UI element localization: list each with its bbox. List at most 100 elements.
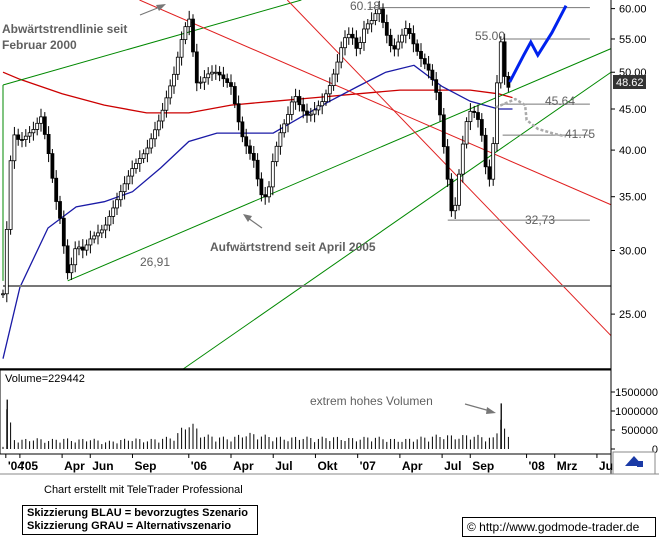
price-candle xyxy=(350,33,355,39)
red-trend-line-0 xyxy=(139,0,612,206)
axes: 60.0055.0050.0045.0040.0035.0030.0025.00… xyxy=(5,4,658,473)
time-tick-label: '08 xyxy=(529,459,546,473)
price-candle xyxy=(301,104,306,112)
price-candle xyxy=(419,50,423,59)
time-tick-label: Jun xyxy=(92,459,113,473)
volume-bars xyxy=(2,399,509,449)
source-link[interactable]: © http://www.godmode-trader.de xyxy=(462,517,656,537)
price-label-26-91: 26,91 xyxy=(140,255,170,269)
price-candle xyxy=(267,186,271,198)
price-candle xyxy=(415,43,420,52)
preferred-scenario-blue xyxy=(508,5,568,83)
scroll-nav-widget[interactable] xyxy=(612,451,656,475)
time-tick-label: Jul xyxy=(275,459,292,473)
price-candle xyxy=(293,96,298,103)
price-tick-label: 60.00 xyxy=(619,4,647,16)
annotations: 60.18 55.00 45.64 41.75 32,73 26,91 Abwä… xyxy=(2,0,595,414)
price-candle xyxy=(445,146,450,180)
price-candle xyxy=(396,41,401,50)
price-candle xyxy=(282,123,287,134)
green-trend-line-2 xyxy=(181,71,612,371)
price-candle xyxy=(73,248,78,266)
price-tick-label: 45.00 xyxy=(619,104,647,116)
price-candle xyxy=(54,177,59,202)
price-candle xyxy=(160,109,165,122)
price-candle xyxy=(244,136,249,147)
price-candle xyxy=(468,110,473,123)
price-candle xyxy=(305,110,309,116)
price-candle xyxy=(225,78,230,83)
price-candle xyxy=(240,121,245,138)
price-candle xyxy=(194,51,199,84)
price-candle xyxy=(377,8,382,15)
price-candle xyxy=(259,178,264,196)
price-candle xyxy=(479,119,484,136)
price-candle xyxy=(430,69,435,81)
price-candle xyxy=(96,232,100,237)
price-candle xyxy=(39,116,43,124)
alternative-scenario-grey xyxy=(495,97,567,138)
time-tick-label: Mrz xyxy=(557,459,578,473)
price-candle xyxy=(20,139,24,141)
green-trend-line-1 xyxy=(67,48,612,282)
chart-credit: Chart erstellt mit TeleTrader Profession… xyxy=(44,484,243,496)
time-tick-label: '04 xyxy=(8,459,25,473)
price-candle xyxy=(229,82,233,87)
price-candle xyxy=(335,61,340,75)
time-tick-label: '07 xyxy=(360,459,377,473)
price-candle xyxy=(61,217,66,247)
price-candle xyxy=(502,41,507,77)
legend-blue-scenario: Skizzierung BLAU = bevorzugtes Szenario xyxy=(27,507,248,519)
price-candle xyxy=(388,34,393,47)
price-candle xyxy=(118,191,123,201)
price-candle xyxy=(324,93,328,103)
last-price-tag: 48.62 xyxy=(613,75,646,89)
price-candle xyxy=(92,235,97,240)
price-label-55: 55.00 xyxy=(475,29,505,43)
price-candle xyxy=(339,47,344,63)
price-candle xyxy=(457,173,461,206)
price-candle xyxy=(84,244,89,251)
price-tick-label: 40.00 xyxy=(619,145,647,157)
time-tick-label: '06 xyxy=(191,459,208,473)
price-candle xyxy=(168,85,173,99)
price-candle xyxy=(175,56,180,75)
price-candle xyxy=(487,166,492,180)
scenario-legend: Skizzierung BLAU = bevorzugtes Szenario … xyxy=(22,505,258,535)
price-candle xyxy=(255,159,260,180)
chart-frame xyxy=(0,0,659,475)
price-candle xyxy=(42,116,47,135)
price-candle xyxy=(373,13,378,21)
arrow-downtrend xyxy=(139,4,166,16)
price-candle xyxy=(331,73,336,87)
volume-tick-label: 1500000 xyxy=(615,387,658,399)
volume-panel-border xyxy=(0,369,612,455)
annotation-volume: extrem hohes Volumen xyxy=(310,394,433,408)
moving-average-red xyxy=(2,71,513,114)
price-candle xyxy=(236,103,241,123)
price-candle xyxy=(46,134,51,155)
arrow-uptrend xyxy=(243,214,263,229)
price-candle xyxy=(65,245,70,274)
price-candle xyxy=(122,183,127,193)
price-candle xyxy=(115,199,119,209)
price-candle xyxy=(137,158,142,164)
time-tick-label: Jul xyxy=(444,459,461,473)
price-candle xyxy=(213,71,218,74)
volume-readout: Volume=229442 xyxy=(5,373,85,385)
price-candle xyxy=(50,153,55,179)
price-label-32-73: 32,73 xyxy=(525,213,555,227)
price-candle xyxy=(343,37,347,49)
price-candle xyxy=(198,81,203,84)
price-candle xyxy=(453,204,458,212)
price-tick-label: 55.00 xyxy=(619,34,647,46)
time-tick-label: Sep xyxy=(134,459,156,473)
price-candle xyxy=(69,264,74,274)
price-candle xyxy=(58,201,62,219)
price-candle xyxy=(107,215,112,226)
arrow-volume xyxy=(464,403,496,414)
price-candle xyxy=(384,22,389,36)
price-candle xyxy=(141,153,146,159)
green-trend-line-0 xyxy=(2,0,302,86)
price-candle xyxy=(103,224,108,231)
